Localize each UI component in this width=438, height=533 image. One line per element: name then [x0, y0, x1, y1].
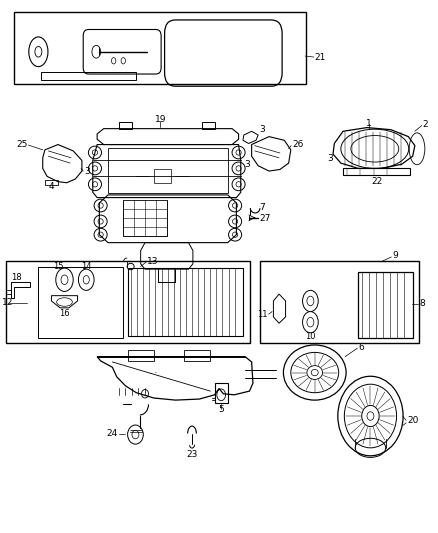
- Text: 7: 7: [259, 203, 265, 212]
- Text: 3: 3: [328, 155, 333, 164]
- Text: 16: 16: [59, 309, 70, 318]
- Text: 21: 21: [315, 53, 326, 62]
- Bar: [201, 122, 215, 128]
- Text: 13: 13: [147, 257, 159, 265]
- Text: 4: 4: [49, 182, 54, 191]
- Text: 24: 24: [107, 429, 118, 438]
- Bar: [127, 350, 154, 361]
- Text: 25: 25: [16, 140, 28, 149]
- Bar: [39, 266, 123, 338]
- Bar: [343, 168, 410, 175]
- Bar: [127, 268, 243, 336]
- Text: 8: 8: [419, 299, 425, 308]
- Bar: [184, 350, 210, 361]
- Bar: [108, 148, 228, 193]
- Text: 3: 3: [259, 125, 265, 134]
- Text: 3: 3: [244, 160, 251, 169]
- Text: 14: 14: [81, 262, 92, 271]
- Bar: [119, 122, 132, 128]
- Bar: [215, 383, 228, 403]
- Text: 1: 1: [366, 119, 372, 128]
- Bar: [123, 200, 167, 236]
- Text: 3: 3: [84, 166, 90, 175]
- Bar: [260, 261, 419, 343]
- Text: 10: 10: [305, 332, 316, 341]
- Text: 6: 6: [358, 343, 364, 352]
- Bar: [154, 169, 171, 183]
- Bar: [358, 272, 413, 338]
- Bar: [41, 72, 136, 80]
- Text: 18: 18: [11, 272, 22, 281]
- Text: 26: 26: [292, 140, 304, 149]
- Bar: [14, 12, 306, 84]
- Text: 23: 23: [186, 450, 198, 459]
- Text: 20: 20: [407, 416, 418, 425]
- Text: 9: 9: [392, 252, 398, 261]
- Text: 15: 15: [53, 262, 63, 271]
- Bar: [45, 180, 58, 185]
- Text: - ·: - ·: [150, 369, 157, 376]
- Text: 27: 27: [259, 214, 271, 223]
- Text: 11: 11: [257, 310, 268, 319]
- Text: 19: 19: [155, 115, 166, 124]
- Text: 2: 2: [423, 120, 428, 129]
- Text: 22: 22: [371, 177, 382, 186]
- Text: 5: 5: [218, 405, 224, 414]
- Bar: [6, 261, 251, 343]
- Text: 12: 12: [2, 298, 14, 307]
